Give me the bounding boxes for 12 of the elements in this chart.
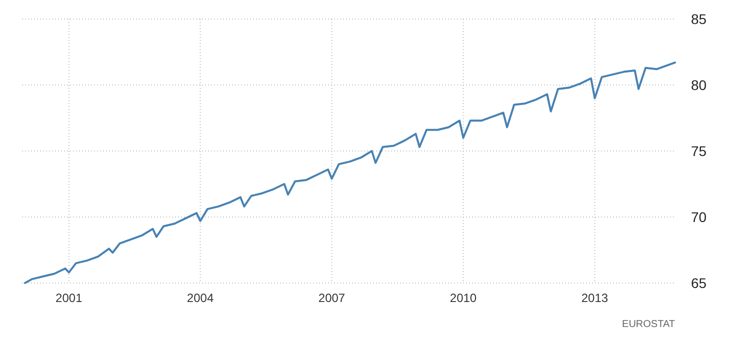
y-tick-label: 65 (691, 275, 707, 291)
line-series (24, 62, 676, 284)
x-tick-label: 2013 (581, 291, 608, 305)
x-tick-label: 2007 (318, 291, 346, 305)
text: EUROSTAT (622, 319, 675, 330)
y-tick-label: 85 (691, 11, 707, 27)
y-tick-label: 70 (691, 209, 707, 225)
y-tick-label: 80 (691, 77, 707, 93)
y-tick-label: 75 (691, 143, 707, 159)
x-tick-label: 2001 (56, 291, 83, 305)
x-tick-label: 2010 (450, 291, 477, 305)
x-tick-label: 2004 (186, 291, 214, 305)
